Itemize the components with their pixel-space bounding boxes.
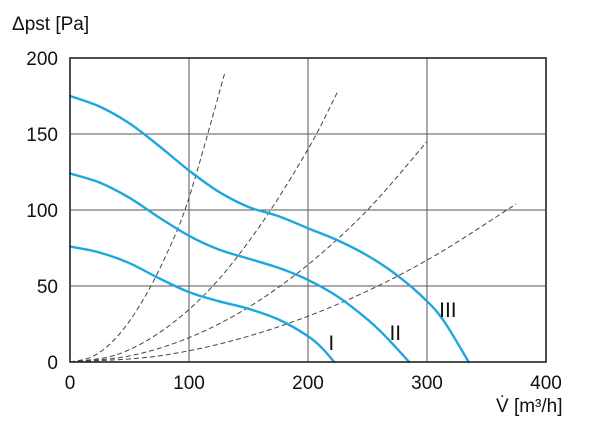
plot-frame (69, 57, 547, 363)
y-tick-label: 100 (26, 201, 58, 222)
curve-label-i: I (328, 332, 334, 355)
system-curves (69, 73, 517, 363)
system-curve (69, 203, 517, 363)
y-tick-label: 0 (47, 353, 58, 374)
fan-curves (68, 94, 470, 364)
y-axis-title: Δpst [Pa] (12, 14, 89, 35)
system-curve (69, 141, 428, 363)
y-tick-label: 150 (26, 125, 58, 146)
x-tick-label: 200 (292, 373, 324, 394)
curve-label-iii: III (439, 299, 457, 322)
fan-curve-ii (68, 172, 411, 364)
y-tick-label: 50 (37, 277, 58, 298)
fan-curve-iii (68, 94, 470, 364)
system-curve (69, 91, 339, 363)
x-tick-label: 300 (411, 373, 443, 394)
x-tick-label: 100 (173, 373, 205, 394)
system-curve (69, 73, 226, 363)
curve-label-ii: II (389, 322, 401, 345)
x-tick-labels: 0 100 200 300 400 (65, 373, 562, 394)
y-tick-labels: 0 50 100 150 200 (26, 49, 58, 374)
y-tick-label: 200 (26, 49, 58, 70)
fan-curve-i (68, 245, 336, 364)
x-axis-title: V̇ [m³/h] (496, 396, 563, 417)
x-tick-label: 0 (65, 373, 76, 394)
x-tick-label: 400 (530, 373, 562, 394)
